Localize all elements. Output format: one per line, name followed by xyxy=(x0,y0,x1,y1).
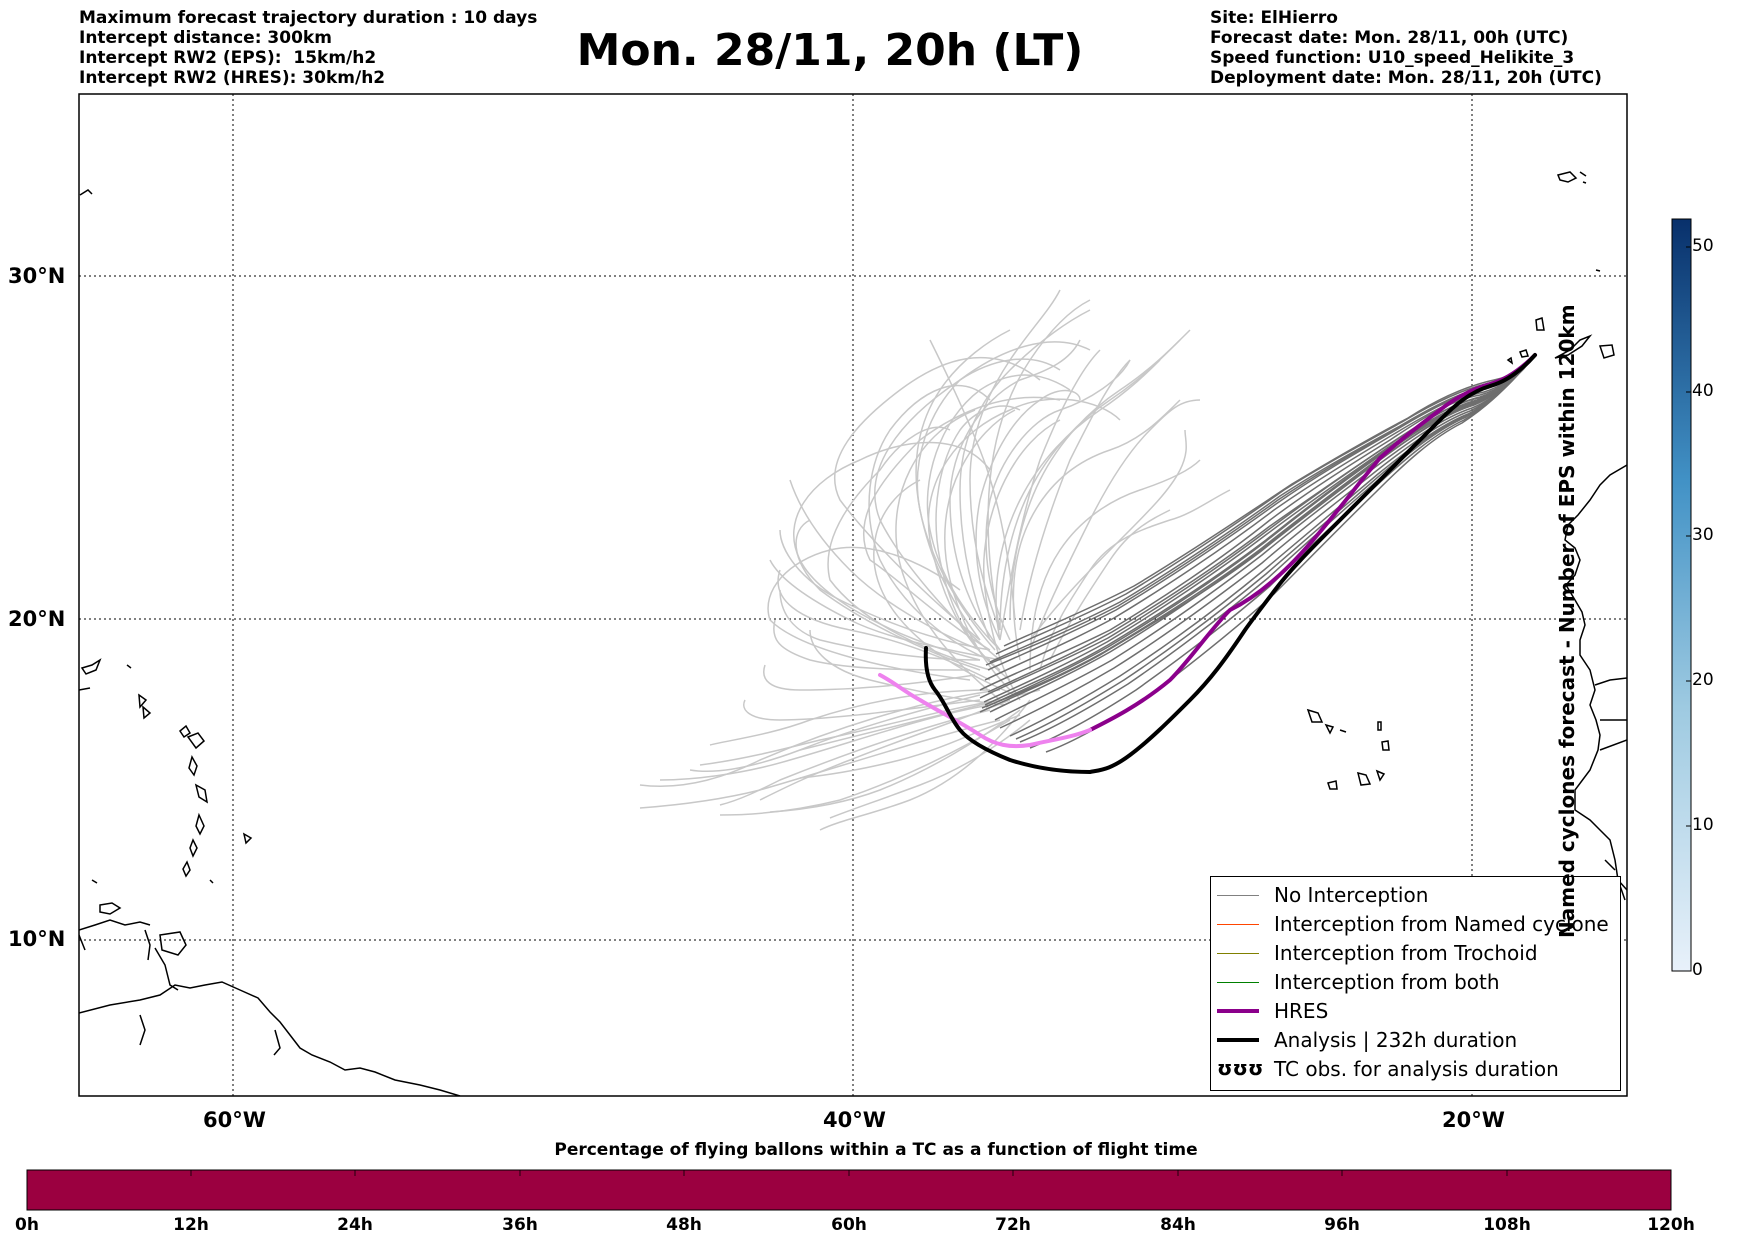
coast-venezuela-bay xyxy=(154,947,179,991)
colorbar-tick-40: 40 xyxy=(1692,381,1714,401)
coast-africa xyxy=(1564,464,1627,891)
legend-item-both: Interception from both xyxy=(1211,968,1620,997)
hbar-tick-24h: 24h xyxy=(337,1215,373,1235)
hres-trajectory xyxy=(878,353,1537,749)
legend-label: No Interception xyxy=(1274,883,1429,907)
lat-label-10n: 10°N xyxy=(8,927,66,951)
lon-label-20w: 20°W xyxy=(1442,1108,1505,1132)
colorbar-bottom xyxy=(26,1169,1672,1211)
header-right-line-4: Deployment date: Mon. 28/11, 20h (UTC) xyxy=(1210,68,1602,88)
colorbar-tick-30: 30 xyxy=(1692,525,1714,545)
hbar-tick-96h: 96h xyxy=(1324,1215,1360,1235)
header-left-line-2: Intercept distance: 300km xyxy=(79,28,332,48)
colorbar-bottom-ticks xyxy=(190,1170,1508,1176)
header-left-line-1: Maximum forecast trajectory duration : 1… xyxy=(79,8,538,28)
lat-label-30n: 30°N xyxy=(8,264,66,288)
coastlines xyxy=(79,171,1627,1096)
colorbar-right xyxy=(1671,218,1692,972)
colorbar-tick-10: 10 xyxy=(1692,815,1714,835)
legend-swatch xyxy=(1217,982,1259,983)
header-left-line-4: Intercept RW2 (HRES): 30km/h2 xyxy=(79,68,386,88)
lat-label-20n: 20°N xyxy=(8,607,66,631)
header-right-line-1: Site: ElHierro xyxy=(1210,8,1338,28)
legend-item-no-interception: No Interception xyxy=(1211,881,1620,910)
hbar-tick-36h: 36h xyxy=(502,1215,538,1235)
analysis-trajectory xyxy=(923,353,1537,775)
legend-swatch xyxy=(1217,1038,1259,1042)
legend-swatch xyxy=(1217,924,1259,925)
coast-trinidad xyxy=(159,931,187,956)
legend-item-trochoid: Interception from Trochoid xyxy=(1211,939,1620,968)
coast-south-america xyxy=(79,981,461,1096)
hbar-tick-60h: 60h xyxy=(831,1215,867,1235)
legend-label: HRES xyxy=(1274,999,1329,1023)
page-title: Mon. 28/11, 20h (LT) xyxy=(576,25,1084,76)
colorbar-right-label: Named cyclones forecast - Number of EPS … xyxy=(1555,304,1579,938)
legend-label: Analysis | 232h duration xyxy=(1274,1028,1518,1052)
header-left-line-3: Intercept RW2 (EPS): 15km/h2 xyxy=(79,48,377,68)
colorbar-right-ticks xyxy=(1686,246,1691,827)
legend-label: Interception from Named cyclone xyxy=(1274,912,1609,936)
legend-label: Interception from Trochoid xyxy=(1274,941,1538,965)
legend-item-tc-obs: ʊʊʊ TC obs. for analysis duration xyxy=(1211,1055,1620,1084)
hbar-tick-120h: 120h xyxy=(1647,1215,1695,1235)
eps-trajectories-dark xyxy=(979,354,1536,753)
colorbar-tick-20: 20 xyxy=(1692,670,1714,690)
colorbar-tick-50: 50 xyxy=(1692,236,1714,256)
legend-label: TC obs. for analysis duration xyxy=(1274,1057,1559,1081)
legend-item-hres: HRES xyxy=(1211,997,1620,1026)
legend-item-named-cyclone: Interception from Named cyclone xyxy=(1211,910,1620,939)
hbar-tick-12h: 12h xyxy=(173,1215,209,1235)
legend-swatch xyxy=(1217,953,1259,954)
legend-swatch xyxy=(1217,1009,1259,1013)
eps-trajectories-light xyxy=(639,289,1231,831)
header-right-line-3: Speed function: U10_speed_Helikite_3 xyxy=(1210,48,1575,68)
hbar-tick-48h: 48h xyxy=(666,1215,702,1235)
hbar-tick-84h: 84h xyxy=(1160,1215,1196,1235)
legend-swatch xyxy=(1217,895,1259,896)
legend-item-analysis: Analysis | 232h duration xyxy=(1211,1026,1620,1055)
hbar-tick-108h: 108h xyxy=(1483,1215,1531,1235)
legend: No Interception Interception from Named … xyxy=(1210,876,1621,1091)
hres-path-late xyxy=(878,673,1092,749)
colorbar-bottom-title: Percentage of flying ballons within a TC… xyxy=(554,1140,1198,1160)
legend-label: Interception from both xyxy=(1274,970,1500,994)
hres-path-early xyxy=(1088,353,1537,732)
lon-label-60w: 60°W xyxy=(203,1108,266,1132)
tc-symbol-icon: ʊʊʊ xyxy=(1217,1056,1264,1080)
colorbar-tick-0: 0 xyxy=(1692,960,1703,980)
hbar-tick-0h: 0h xyxy=(15,1215,39,1235)
lon-label-40w: 40°W xyxy=(823,1108,886,1132)
hbar-tick-72h: 72h xyxy=(995,1215,1031,1235)
header-right-line-2: Forecast date: Mon. 28/11, 00h (UTC) xyxy=(1210,28,1569,48)
